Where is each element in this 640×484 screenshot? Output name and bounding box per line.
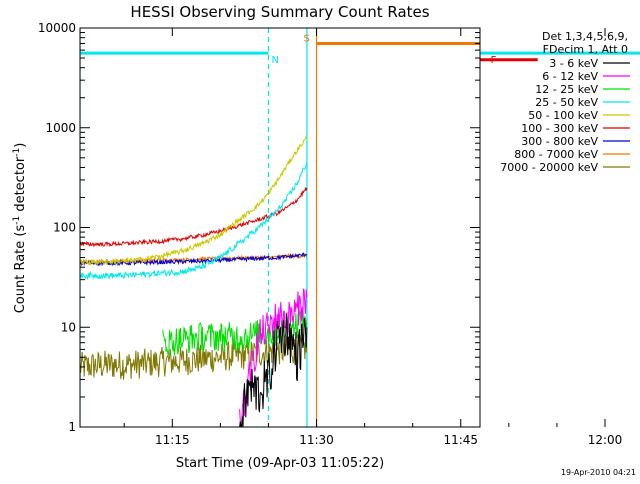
x-axis-label: Start Time (09-Apr-03 11:05:22): [176, 456, 384, 471]
x-tick-label: 12:00: [588, 433, 623, 447]
legend-label: 12 - 25 keV: [535, 83, 598, 96]
chart-title: HESSI Observing Summary Count Rates: [130, 3, 429, 21]
y-tick-label: 10000: [38, 21, 76, 35]
series-line-50-100-keV-1: [519, 232, 640, 248]
series-line-12-25-keV-1: [519, 253, 640, 361]
legend-label: 800 - 7000 keV: [514, 148, 598, 161]
series-line-100-300-keV-0: [80, 188, 307, 247]
series-line-300-800-keV-1: [519, 226, 640, 259]
legend: Det 1,3,4,5,6,9, FDecim 1, Att 0 3 - 6 k…: [500, 30, 630, 174]
x-tick-label: 11:15: [155, 433, 190, 447]
series-line-800-7000-keV-1: [519, 230, 640, 262]
legend-label: 3 - 6 keV: [549, 57, 598, 70]
y-axis: 1 10 100 1000 10000: [38, 21, 480, 434]
y-axis-label-base: Count Rate (s: [13, 225, 28, 314]
legend-label: 6 - 12 keV: [542, 70, 598, 83]
flag-label-F: F: [491, 55, 497, 66]
y-tick-label: 1: [68, 420, 76, 434]
legend-label: 100 - 300 keV: [521, 122, 598, 135]
y-axis-label: Count Rate (s-1 detector-1): [12, 143, 28, 314]
legend-header-attenuator: FDecim 1, Att 0: [543, 43, 628, 56]
legend-label: 50 - 100 keV: [528, 109, 598, 122]
y-axis-label-exp2: -1: [12, 148, 22, 157]
y-axis-label-end: ): [13, 143, 28, 148]
y-tick-label: 100: [53, 221, 76, 235]
date-stamp: 19-Apr-2010 04:21: [561, 468, 636, 477]
legend-header-detectors: Det 1,3,4,5,6,9,: [542, 30, 628, 43]
legend-label: 7000 - 20000 keV: [500, 161, 598, 174]
flag-label-S: S: [304, 33, 310, 44]
y-axis-label-exp1: -1: [12, 216, 22, 225]
series-line-100-300-keV-1: [519, 215, 640, 243]
series-line-7000-20000-keV-1: [519, 328, 640, 377]
series-line-50-100-keV-0: [80, 136, 307, 264]
x-tick-label: 11:45: [443, 433, 478, 447]
legend-label: 25 - 50 keV: [535, 96, 598, 109]
x-tick-label: 11:30: [299, 433, 334, 447]
y-tick-label: 1000: [45, 121, 76, 135]
y-axis-label-mid: detector: [13, 156, 28, 216]
y-tick-label: 10: [61, 320, 76, 334]
legend-label: 300 - 800 keV: [521, 135, 598, 148]
flag-label-N: N: [271, 55, 278, 66]
series-line-25-50-keV-1: [519, 265, 640, 278]
